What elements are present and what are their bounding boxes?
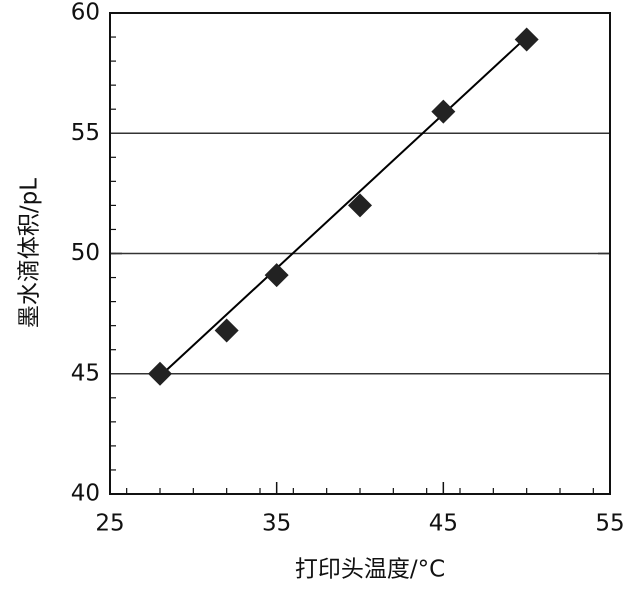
x-tick-label: 25 <box>95 511 124 537</box>
x-axis-label: 打印头温度/°C <box>295 557 445 583</box>
point <box>514 27 539 52</box>
y-tick-label: 50 <box>71 240 100 266</box>
point <box>348 193 372 218</box>
y-tick-label: 40 <box>71 481 100 507</box>
plot-frame <box>109 12 611 495</box>
y-tick-label: 45 <box>71 360 100 386</box>
point <box>431 99 456 124</box>
x-tick-label: 55 <box>595 511 624 537</box>
fit-line <box>159 36 528 377</box>
x-tick-label: 35 <box>262 511 291 537</box>
x-tick-label: 45 <box>429 511 458 537</box>
y-axis-label: 墨水滴体积/pL <box>17 178 43 328</box>
y-tick-label: 55 <box>71 120 100 146</box>
point <box>214 318 239 343</box>
y-tick-label: 60 <box>71 0 100 26</box>
point <box>148 361 172 386</box>
point <box>264 263 289 288</box>
